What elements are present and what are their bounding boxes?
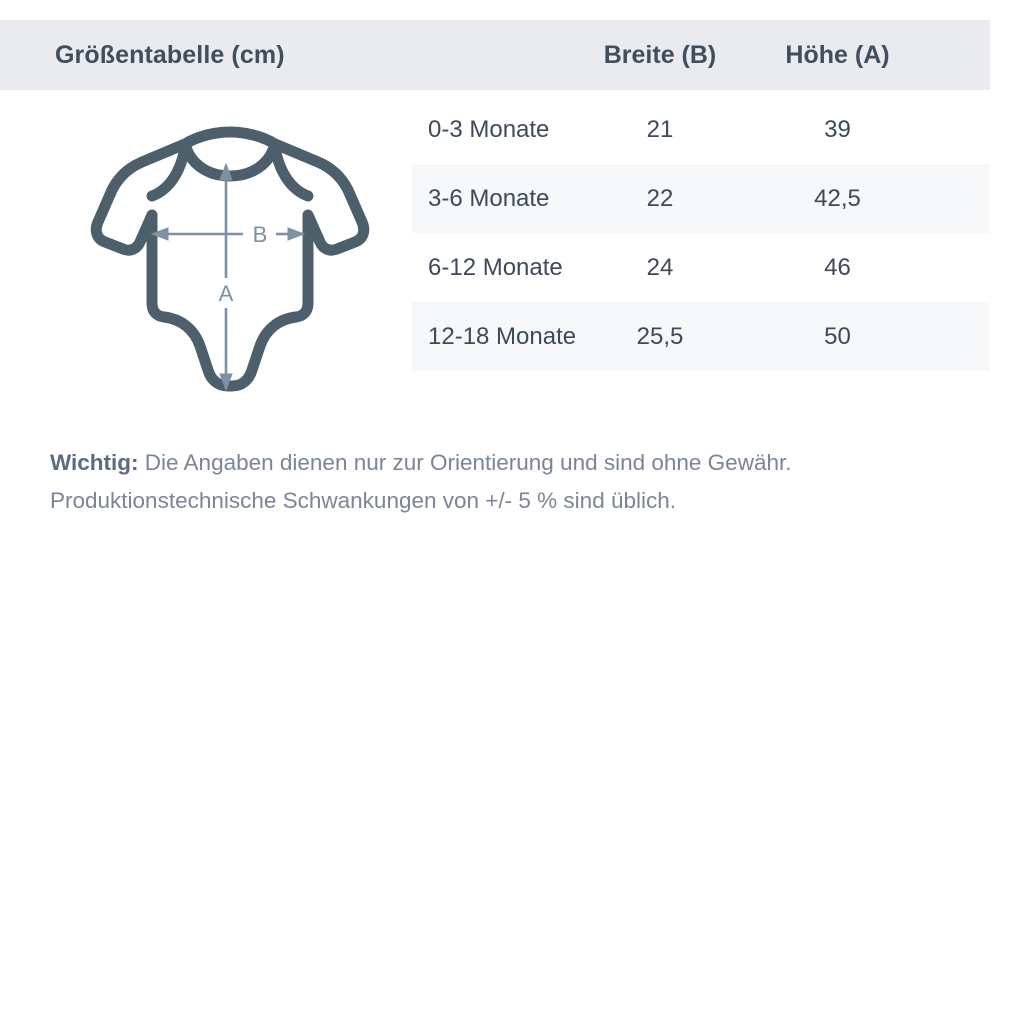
height-label: A	[219, 281, 234, 306]
table-row: 0-3 Monate 21 39	[412, 95, 990, 164]
bodysuit-diagram: B A	[80, 118, 380, 423]
cell-height: 46	[824, 253, 851, 281]
cell-width: 21	[646, 115, 674, 143]
column-header-height: Höhe (A)	[785, 40, 890, 69]
page-title: Größentabelle (cm)	[55, 40, 285, 69]
cell-size: 0-3 Monate	[428, 115, 550, 143]
cell-height: 39	[824, 115, 851, 143]
table-row: 6-12 Monate 24 46	[412, 233, 990, 302]
width-label: B	[253, 222, 268, 247]
column-header-width: Breite (B)	[603, 40, 717, 69]
size-table-body: 0-3 Monate 21 39 3-6 Monate 22 42,5 6-12…	[412, 95, 990, 371]
cell-height: 50	[824, 322, 851, 350]
cell-height: 42,5	[814, 184, 861, 212]
disclaimer-line-2: Produktionstechnische Schwankungen von +…	[50, 488, 677, 513]
width-arrow-head-left	[150, 227, 169, 241]
width-arrow-head-right	[287, 227, 306, 241]
bodysuit-outline-icon	[90, 126, 370, 392]
cell-size: 6-12 Monate	[428, 253, 563, 281]
disclaimer-lead: Wichtig:	[50, 450, 139, 475]
cell-size: 3-6 Monate	[428, 184, 550, 212]
cell-width: 25,5	[636, 322, 684, 350]
table-row: 12-18 Monate 25,5 50	[412, 302, 990, 371]
cell-size: 12-18 Monate	[428, 322, 577, 350]
disclaimer-line-1: Wichtig: Die Angaben dienen nur zur Orie…	[50, 444, 990, 482]
height-arrow-head-top	[219, 162, 233, 181]
disclaimer-text-1: Die Angaben dienen nur zur Orientierung …	[138, 450, 792, 475]
cell-width: 22	[646, 184, 674, 212]
cell-width: 24	[646, 253, 674, 281]
table-header-band: Größentabelle (cm) Breite (B) Höhe (A)	[0, 20, 990, 90]
disclaimer-note: Wichtig: Die Angaben dienen nur zur Orie…	[50, 444, 990, 520]
table-row: 3-6 Monate 22 42,5	[412, 164, 990, 233]
height-arrow-head-bottom	[219, 373, 233, 392]
measurement-arrows	[150, 162, 306, 392]
